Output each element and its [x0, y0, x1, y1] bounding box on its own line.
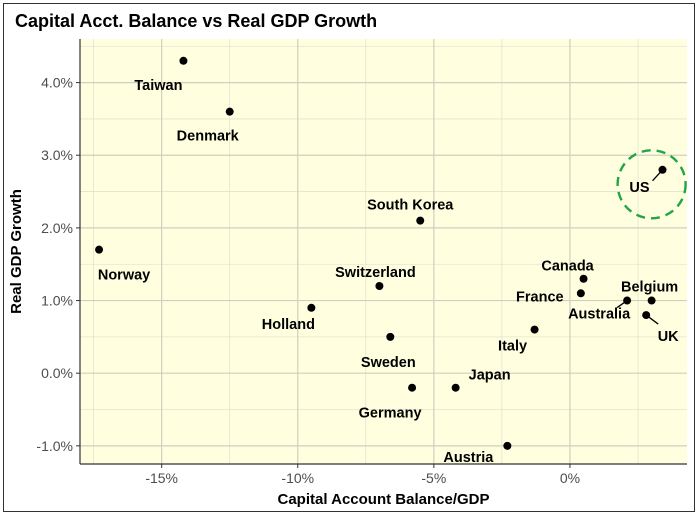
- label-holland: Holland: [262, 317, 315, 333]
- y-tick-label: 3.0%: [41, 147, 73, 163]
- point-austria: [503, 441, 512, 450]
- label-sweden: Sweden: [361, 355, 416, 371]
- point-japan: [451, 383, 460, 392]
- point-labels: Taiwan Denmark US South Korea Norway Canada Sw…: [98, 78, 679, 466]
- y-axis-title: Real GDP Growth: [8, 189, 25, 314]
- point-sweden: [386, 332, 395, 341]
- x-axis-title: Capital Account Balance/GDP: [278, 491, 490, 508]
- x-tick-label: -5%: [421, 470, 446, 486]
- x-axis-ticks: -15% -10% -5% 0%: [80, 463, 687, 486]
- grid-major: [80, 39, 687, 464]
- data-points: [95, 56, 667, 450]
- point-italy: [530, 325, 539, 334]
- point-south-korea: [416, 216, 425, 225]
- label-austria: Austria: [443, 450, 494, 466]
- scatter-chart: Capital Acct. Balance vs Real GDP Growth…: [8, 11, 687, 508]
- label-uk: UK: [658, 329, 679, 345]
- x-tick-label: 0%: [560, 470, 580, 486]
- point-france: [576, 289, 585, 298]
- label-italy: Italy: [498, 339, 527, 355]
- label-taiwan: Taiwan: [134, 78, 182, 94]
- highlight-circle-group: [616, 149, 687, 220]
- label-japan: Japan: [469, 368, 511, 384]
- point-holland: [307, 303, 316, 312]
- point-australia: [623, 296, 632, 305]
- label-canada: Canada: [541, 259, 594, 275]
- label-norway: Norway: [98, 268, 150, 284]
- point-germany: [408, 383, 417, 392]
- x-tick-label: -10%: [281, 470, 314, 486]
- label-south-korea: South Korea: [367, 198, 454, 214]
- y-tick-label: -1.0%: [36, 438, 73, 454]
- point-belgium: [647, 296, 656, 305]
- y-tick-label: 4.0%: [41, 75, 73, 91]
- label-denmark: Denmark: [177, 129, 240, 145]
- y-tick-label: 1.0%: [41, 293, 73, 309]
- y-axis-ticks: -1.0% 0.0% 1.0% 2.0% 3.0% 4.0%: [36, 39, 81, 464]
- y-tick-label: 0.0%: [41, 365, 73, 381]
- label-france: France: [516, 289, 564, 305]
- x-tick-label: -15%: [145, 470, 178, 486]
- label-australia: Australia: [568, 307, 631, 323]
- point-norway: [95, 245, 104, 254]
- point-uk: [642, 311, 651, 320]
- point-taiwan: [179, 56, 188, 65]
- chart-title: Capital Acct. Balance vs Real GDP Growth: [15, 11, 377, 31]
- grid-minor: [80, 39, 687, 464]
- point-us: [658, 165, 667, 174]
- label-switzerland: Switzerland: [335, 265, 416, 281]
- highlight-circle: [616, 149, 687, 220]
- point-denmark: [225, 107, 234, 116]
- label-germany: Germany: [359, 406, 422, 422]
- y-tick-label: 2.0%: [41, 220, 73, 236]
- label-us: US: [629, 180, 649, 196]
- plot-background: [80, 39, 687, 464]
- label-belgium: Belgium: [621, 280, 678, 296]
- point-canada: [579, 274, 588, 283]
- point-switzerland: [375, 282, 384, 291]
- chart-frame: Capital Acct. Balance vs Real GDP Growth…: [3, 3, 695, 512]
